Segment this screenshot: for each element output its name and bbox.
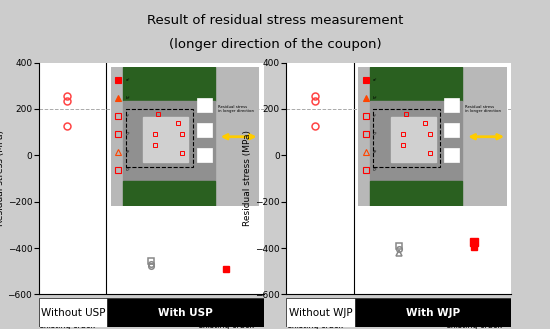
Bar — [39, 298, 107, 327]
Text: Non crack area: Non crack area — [120, 311, 182, 320]
Text: With WJP: With WJP — [406, 308, 460, 317]
Text: Adjacent to
existing crack: Adjacent to existing crack — [39, 311, 95, 329]
Y-axis label: Residual stress (MPa): Residual stress (MPa) — [243, 131, 252, 226]
Text: Adjacent to
existing crack: Adjacent to existing crack — [287, 311, 343, 329]
Text: Adjacent to
existing crack: Adjacent to existing crack — [199, 311, 255, 329]
Bar — [355, 298, 512, 327]
Text: Result of residual stress measurement: Result of residual stress measurement — [147, 14, 403, 27]
Bar — [107, 298, 264, 327]
Text: Adjacent to
existing crack: Adjacent to existing crack — [446, 311, 502, 329]
Text: Without WJP: Without WJP — [289, 308, 352, 317]
Text: With USP: With USP — [158, 308, 213, 317]
Text: Non crack area: Non crack area — [368, 311, 430, 320]
Text: (longer direction of the coupon): (longer direction of the coupon) — [169, 38, 381, 51]
Bar — [286, 298, 355, 327]
Text: Without USP: Without USP — [41, 308, 105, 317]
Y-axis label: Residual stress (MPa): Residual stress (MPa) — [0, 131, 5, 226]
